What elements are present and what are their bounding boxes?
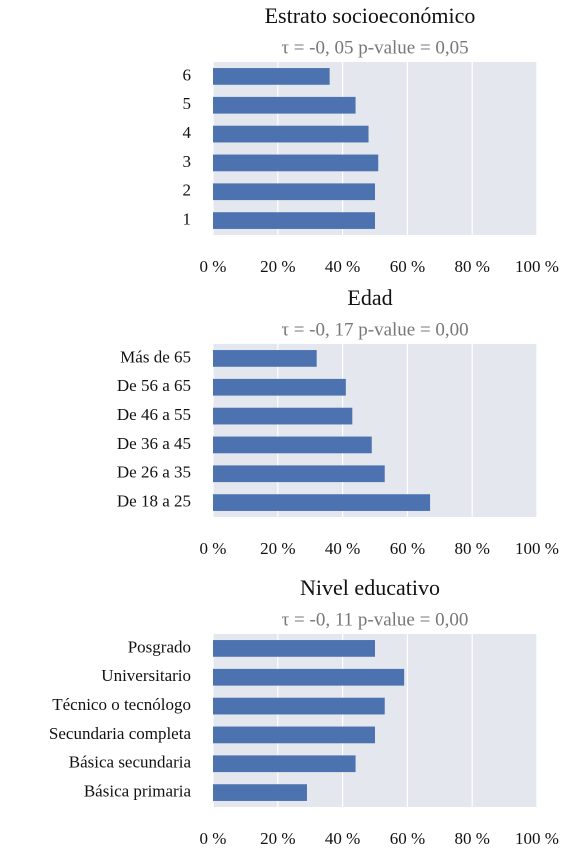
x-tick-label: 80 % xyxy=(454,539,489,558)
y-tick-label: 4 xyxy=(183,123,192,142)
bar xyxy=(213,68,330,85)
chart-title: Edad xyxy=(347,285,392,310)
bar xyxy=(213,154,379,172)
bar xyxy=(213,668,405,686)
bar xyxy=(213,640,375,657)
bar xyxy=(213,407,353,425)
bar xyxy=(213,494,431,511)
bar xyxy=(213,183,375,201)
y-tick-label: Secundaria completa xyxy=(49,724,192,743)
x-tick-label: 80 % xyxy=(454,257,489,276)
x-tick-label: 0 % xyxy=(200,257,227,276)
y-tick-label: 1 xyxy=(183,209,192,228)
y-tick-label: Técnico o tecnólogo xyxy=(52,695,191,714)
y-tick-label: 3 xyxy=(183,152,192,171)
x-tick-label: 20 % xyxy=(260,257,295,276)
bar xyxy=(213,465,385,483)
bar xyxy=(213,784,307,801)
bar xyxy=(213,755,356,773)
plot-background xyxy=(213,634,537,807)
y-tick-label: 5 xyxy=(183,94,192,113)
x-tick-label: 80 % xyxy=(454,829,489,848)
x-tick-label: 60 % xyxy=(390,539,425,558)
x-tick-label: 100 % xyxy=(515,257,559,276)
x-tick-label: 20 % xyxy=(260,829,295,848)
y-tick-label: 2 xyxy=(183,181,192,200)
chart-subtitle: τ = -0, 11 p-value = 0,00 xyxy=(282,609,469,630)
bar xyxy=(213,350,317,367)
bar xyxy=(213,125,369,143)
bar xyxy=(213,697,385,715)
bar xyxy=(213,378,346,396)
y-tick-label: Básica primaria xyxy=(84,781,192,800)
y-tick-label: Universitario xyxy=(101,666,191,685)
x-tick-label: 100 % xyxy=(515,539,559,558)
x-tick-label: 40 % xyxy=(325,829,360,848)
y-tick-label: 6 xyxy=(183,65,192,84)
bar xyxy=(213,726,375,744)
plot-background xyxy=(213,344,537,517)
y-tick-label: De 36 a 45 xyxy=(117,434,191,453)
chart-subtitle: τ = -0, 17 p-value = 0,00 xyxy=(281,319,468,340)
x-tick-label: 100 % xyxy=(515,829,559,848)
y-tick-label: De 46 a 55 xyxy=(117,405,191,424)
plot-background xyxy=(213,62,537,235)
y-tick-label: Posgrado xyxy=(128,637,191,656)
y-tick-label: Más de 65 xyxy=(120,347,191,366)
x-tick-label: 0 % xyxy=(200,539,227,558)
x-tick-label: 60 % xyxy=(390,257,425,276)
x-tick-label: 40 % xyxy=(325,539,360,558)
y-tick-label: Básica secundaria xyxy=(69,753,192,772)
x-tick-label: 20 % xyxy=(260,539,295,558)
x-tick-label: 60 % xyxy=(390,829,425,848)
chart-title: Nivel educativo xyxy=(300,575,440,600)
bar xyxy=(213,436,372,454)
bar xyxy=(213,96,356,114)
x-tick-label: 40 % xyxy=(325,257,360,276)
x-tick-label: 0 % xyxy=(200,829,227,848)
y-tick-label: De 26 a 35 xyxy=(117,463,191,482)
chart-title: Estrato socioeconómico xyxy=(265,3,476,28)
y-tick-label: De 18 a 25 xyxy=(117,491,191,510)
chart-subtitle: τ = -0, 05 p-value = 0,05 xyxy=(281,37,468,58)
bar xyxy=(213,212,375,229)
y-tick-label: De 56 a 65 xyxy=(117,376,191,395)
